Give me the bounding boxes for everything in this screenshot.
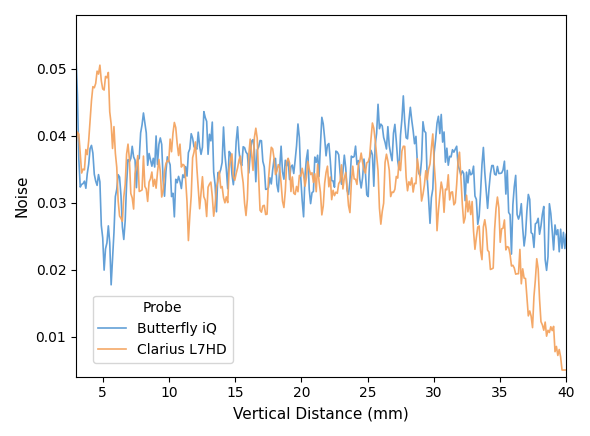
Butterfly iQ — [300, 214, 307, 219]
Line: Butterfly iQ: Butterfly iQ — [76, 58, 566, 285]
Butterfly iQ — [557, 227, 564, 232]
Line: Clarius L7HD: Clarius L7HD — [76, 65, 566, 370]
Clarius L7HD — [557, 354, 564, 360]
Butterfly iQ — [563, 232, 570, 237]
X-axis label: Vertical Distance (mm): Vertical Distance (mm) — [233, 406, 409, 421]
Y-axis label: Noise: Noise — [15, 174, 30, 217]
Clarius L7HD — [96, 62, 103, 68]
Clarius L7HD — [205, 184, 212, 190]
Butterfly iQ — [543, 268, 550, 273]
Clarius L7HD — [300, 173, 307, 178]
Clarius L7HD — [543, 334, 550, 339]
Butterfly iQ — [335, 152, 342, 157]
Clarius L7HD — [559, 368, 566, 373]
Clarius L7HD — [335, 181, 342, 186]
Butterfly iQ — [73, 56, 80, 61]
Clarius L7HD — [363, 160, 371, 165]
Butterfly iQ — [107, 282, 114, 287]
Butterfly iQ — [363, 192, 371, 198]
Butterfly iQ — [205, 152, 212, 157]
Legend: Butterfly iQ, Clarius L7HD: Butterfly iQ, Clarius L7HD — [93, 296, 232, 363]
Clarius L7HD — [563, 368, 570, 373]
Clarius L7HD — [73, 140, 80, 146]
